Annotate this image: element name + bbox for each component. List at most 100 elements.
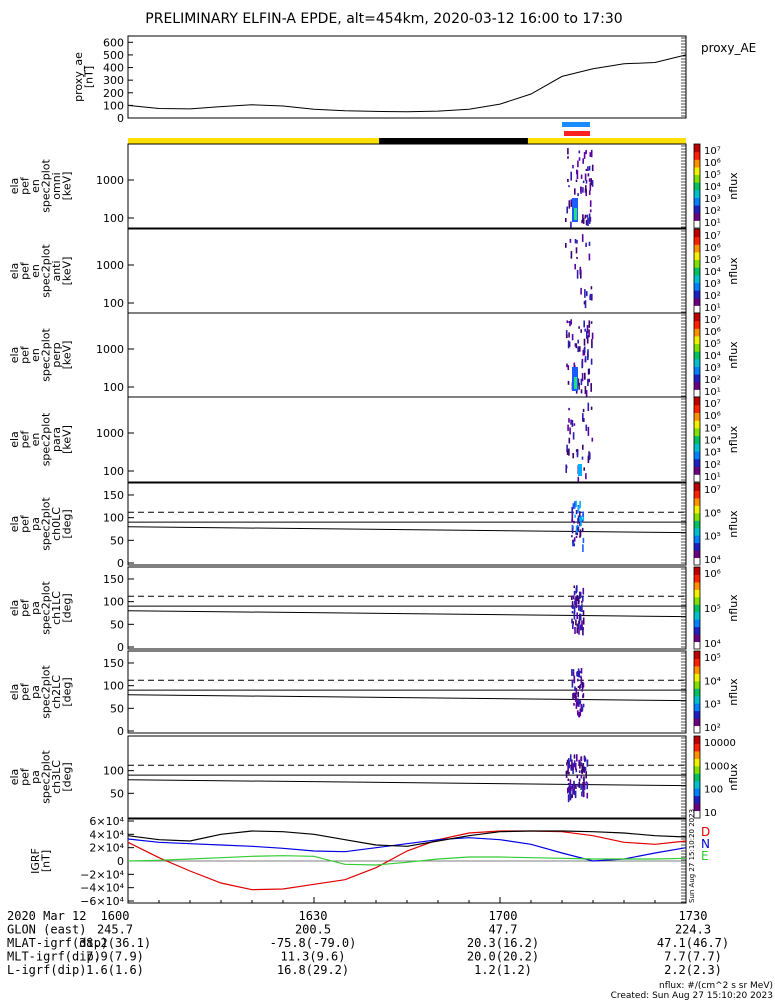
energy-panel-3-flux-pixel bbox=[580, 329, 582, 333]
pitch-panel-1-flux-pixel bbox=[575, 530, 577, 535]
energy-panel-3-flux-pixel bbox=[586, 335, 589, 344]
pitch-panel-4-flux-pixel bbox=[586, 783, 588, 790]
energy-panel-3-flux-pixel bbox=[580, 378, 583, 386]
energy-panel-2-flux-pixel bbox=[583, 301, 586, 305]
pitch-panel-2-flux-pixel bbox=[575, 587, 578, 594]
pitch-panel-4-flux-pixel bbox=[570, 765, 572, 769]
pitch-panel-2-flux-pixel bbox=[574, 627, 576, 634]
pitch-panel-3-flux-pixel bbox=[581, 681, 584, 690]
pitch-panel-4-flux-pixel bbox=[569, 779, 572, 786]
energy-panel-3-colorbar-tick-label: 10³ bbox=[704, 363, 721, 374]
energy-panel-4-frame bbox=[127, 396, 687, 483]
energy-panel-4-flux-pixel bbox=[568, 448, 570, 456]
energy-panel-1-flux-pixel bbox=[582, 180, 585, 184]
pitch-panel-3-flux-pixel bbox=[572, 671, 575, 677]
energy-panel-4-colorbar-tick-label: 10⁷ bbox=[704, 399, 721, 410]
energy-panel-3-flux-pixel bbox=[586, 325, 589, 334]
pitch-panel-4-flux-pixel bbox=[573, 788, 575, 796]
energy-panel-1-colorbar-segment bbox=[694, 174, 700, 183]
pitch-panel-3-flux-pixel bbox=[573, 702, 575, 706]
energy-panel-3-flux-pixel bbox=[588, 329, 590, 338]
energy-panel-1-colorbar-tick-label: 10² bbox=[704, 206, 721, 217]
igrf-ytick-label: 6×10⁴ bbox=[89, 815, 124, 828]
pitch-panel-1-flux-pixel bbox=[573, 520, 575, 524]
energy-panel-4-flux-pixel bbox=[585, 473, 587, 480]
energy-panel-3-flux-pixel bbox=[588, 320, 591, 328]
pitch-panel-4-flux-pixel bbox=[569, 754, 572, 762]
pitch-panel-3-colorbar-segment bbox=[694, 703, 700, 712]
energy-panel-2-flux-pixel bbox=[576, 239, 578, 244]
pitch-panel-3-flux-pixel bbox=[574, 692, 577, 699]
pitch-panel-1-flux-pixel bbox=[580, 515, 583, 522]
pitch-panel-4-flux-pixel bbox=[575, 784, 577, 789]
pitch-panel-3-flux-pixel bbox=[578, 712, 580, 718]
energy-panel-2-colorbar-segment bbox=[694, 297, 700, 306]
pitch-panel-2-flux-pixel bbox=[578, 620, 580, 629]
energy-panel-3-flux-pixel bbox=[590, 383, 592, 392]
energy-panel-1-colorbar-segment bbox=[694, 197, 700, 206]
pitch-panel-1-flux-pixel bbox=[582, 511, 584, 517]
energy-panel-3-colorbar-segment bbox=[694, 374, 700, 383]
energy-panel-1-colorbar-segment bbox=[694, 159, 700, 168]
energy-panel-3-flux-pixel bbox=[588, 378, 590, 383]
energy-panel-3-flux-pixel bbox=[579, 346, 581, 352]
energy-panel-2-flux-pixel bbox=[569, 238, 572, 243]
pitch-panel-4-flux-pixel bbox=[567, 765, 569, 772]
footer-row-value: 47.7 bbox=[489, 923, 518, 937]
energy-panel-2-flux-pixel bbox=[576, 270, 579, 279]
energy-panel-3-colorbar-segment bbox=[694, 335, 700, 345]
pitch-panel-3-flux-pixel bbox=[572, 669, 575, 672]
pitch-panel-3-colorbar-frame bbox=[693, 650, 701, 734]
energy-panel-2-flux-pixel bbox=[589, 295, 591, 300]
energy-panel-1-colorbar-segment bbox=[694, 151, 700, 160]
pitch-panel-4-flux-pixel bbox=[578, 782, 581, 788]
pitch-panel-3-flux-pixel bbox=[582, 703, 585, 708]
energy-panel-1-flux-pixel bbox=[591, 180, 594, 187]
pitch-panel-1-flux-pixel bbox=[574, 514, 576, 518]
pitch-panel-1-ytick-label: 100 bbox=[103, 512, 124, 525]
pitch-panel-4-flux-pixel bbox=[576, 774, 579, 779]
pitch-panel-3-colorbar-segment bbox=[694, 658, 700, 667]
pitch-panel-3-ylabel-line: spec2plot bbox=[39, 665, 52, 719]
pitch-panel-1-flux-pixel bbox=[581, 527, 584, 533]
pitch-panel-2-flux-pixel bbox=[571, 611, 574, 614]
energy-panel-4-colorbar-segment bbox=[694, 466, 700, 475]
energy-panel-4-flux-pixel bbox=[568, 437, 571, 444]
pitch-panel-3-flux-pixel bbox=[580, 676, 583, 684]
energy-panel-1-flux-pixel bbox=[588, 213, 591, 223]
energy-panel-3-colorbar-segment bbox=[694, 389, 700, 398]
energy-panel-4-flux-pixel bbox=[582, 444, 584, 450]
pitch-panel-2-flux-pixel bbox=[578, 604, 580, 611]
pitch-panel-1-flux-pixel bbox=[573, 537, 576, 542]
pitch-panel-2-flux-pixel bbox=[572, 621, 574, 625]
pitch-panel-1-flux-pixel bbox=[577, 518, 579, 524]
energy-panel-3-flux-pixel bbox=[575, 343, 578, 349]
energy-panel-3-flux-pixel bbox=[584, 328, 586, 332]
energy-panel-4-flux-pixel bbox=[591, 437, 594, 442]
energy-panel-2-ytick-label: 1000 bbox=[96, 259, 124, 272]
energy-panel-2-flux-pixel bbox=[570, 251, 573, 259]
pitch-panel-2-colorbar-segment bbox=[694, 641, 700, 650]
footer-row-value: 38.2(36.1) bbox=[79, 936, 151, 950]
pitch-panel-1-colorbar-segment bbox=[694, 557, 700, 566]
pitch-panel-3-ylabel-line: ela bbox=[8, 684, 21, 701]
pitch-panel-2-ytick-label: 50 bbox=[110, 618, 124, 631]
pitch-panel-2-flux-pixel bbox=[572, 595, 575, 600]
pitch-panel-1-flux-pixel bbox=[571, 528, 574, 534]
pitch-panel-2-ylabel-line: spec2plot bbox=[39, 581, 52, 635]
energy-panel-4-colorbar-segment bbox=[694, 397, 700, 406]
pitch-panel-4-flux-pixel bbox=[575, 768, 578, 773]
energy-panel-4-flux-pixel bbox=[573, 423, 576, 426]
pitch-panel-3-flux-pixel bbox=[579, 685, 581, 690]
pitch-panel-3-colorbar-tick-label: 10⁵ bbox=[704, 653, 721, 664]
pitch-panel-3-loss-cone-line bbox=[127, 694, 687, 702]
energy-panel-3-flux-pixel bbox=[569, 321, 571, 327]
pitch-panel-3-colorbar-segment bbox=[694, 710, 700, 719]
energy-panel-2-colorbar-segment bbox=[694, 282, 700, 291]
pitch-panel-1-colorbar-tick-label: 10⁷ bbox=[704, 485, 721, 496]
footer-row-label: MLAT-igrf(dip) bbox=[7, 936, 108, 950]
footer-row-value: 1.2(1.2) bbox=[474, 963, 532, 977]
pitch-panel-1-flux-pixel bbox=[571, 535, 573, 538]
energy-panel-1-colorbar-segment bbox=[694, 144, 700, 153]
